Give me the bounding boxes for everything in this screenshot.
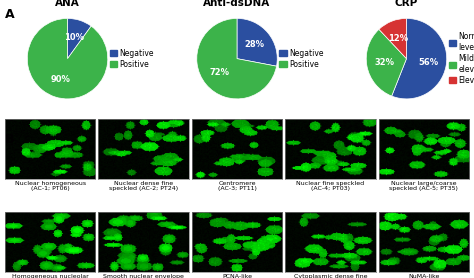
Legend: Normal
levels, Mildly
elevated, Elevated: Normal levels, Mildly elevated, Elevated xyxy=(448,33,474,85)
X-axis label: PCNA-like
(AC-13; PT37): PCNA-like (AC-13; PT37) xyxy=(216,274,258,278)
Text: 56%: 56% xyxy=(418,58,438,67)
X-axis label: Nuclear fine speckled
(AC-4; PT03): Nuclear fine speckled (AC-4; PT03) xyxy=(296,181,365,192)
X-axis label: Nuclear homogeneous
(AC-1; PT06): Nuclear homogeneous (AC-1; PT06) xyxy=(15,181,86,192)
Wedge shape xyxy=(67,18,91,59)
Wedge shape xyxy=(237,18,277,66)
Title: CRP: CRP xyxy=(395,0,418,8)
Legend: Negative, Positive: Negative, Positive xyxy=(109,48,154,69)
X-axis label: Nuclear dense fine
speckled (AC-2; PT24): Nuclear dense fine speckled (AC-2; PT24) xyxy=(109,181,178,192)
X-axis label: Homogeneous nucleolar
(AC-8; PT04): Homogeneous nucleolar (AC-8; PT04) xyxy=(12,274,89,278)
Title: Anti-dsDNA: Anti-dsDNA xyxy=(203,0,271,8)
Text: 72%: 72% xyxy=(210,68,230,77)
Wedge shape xyxy=(27,18,108,99)
Text: 10%: 10% xyxy=(64,33,84,42)
Wedge shape xyxy=(392,18,447,99)
X-axis label: Cytoplasmic dense fine
speckled (AC-19; PT18): Cytoplasmic dense fine speckled (AC-19; … xyxy=(294,274,367,278)
Wedge shape xyxy=(366,29,407,96)
X-axis label: Nuclear large/coarse
speckled (AC-5; PT35): Nuclear large/coarse speckled (AC-5; PT3… xyxy=(390,181,458,192)
Wedge shape xyxy=(379,18,407,59)
Title: ANA: ANA xyxy=(55,0,80,8)
Wedge shape xyxy=(197,18,276,99)
Text: 28%: 28% xyxy=(244,40,264,49)
Text: 12%: 12% xyxy=(388,34,409,43)
Text: B: B xyxy=(5,133,14,147)
X-axis label: Smooth nuclear envelope
(AC-11; PT17): Smooth nuclear envelope (AC-11; PT17) xyxy=(103,274,184,278)
Text: 32%: 32% xyxy=(375,58,395,67)
X-axis label: Centromere
(AC-3; PT11): Centromere (AC-3; PT11) xyxy=(218,181,256,192)
X-axis label: NuMA-like
(AC-26; PT46): NuMA-like (AC-26; PT46) xyxy=(402,274,446,278)
Text: A: A xyxy=(5,8,14,21)
Legend: Negative, Positive: Negative, Positive xyxy=(279,48,323,69)
Text: 90%: 90% xyxy=(51,75,71,84)
